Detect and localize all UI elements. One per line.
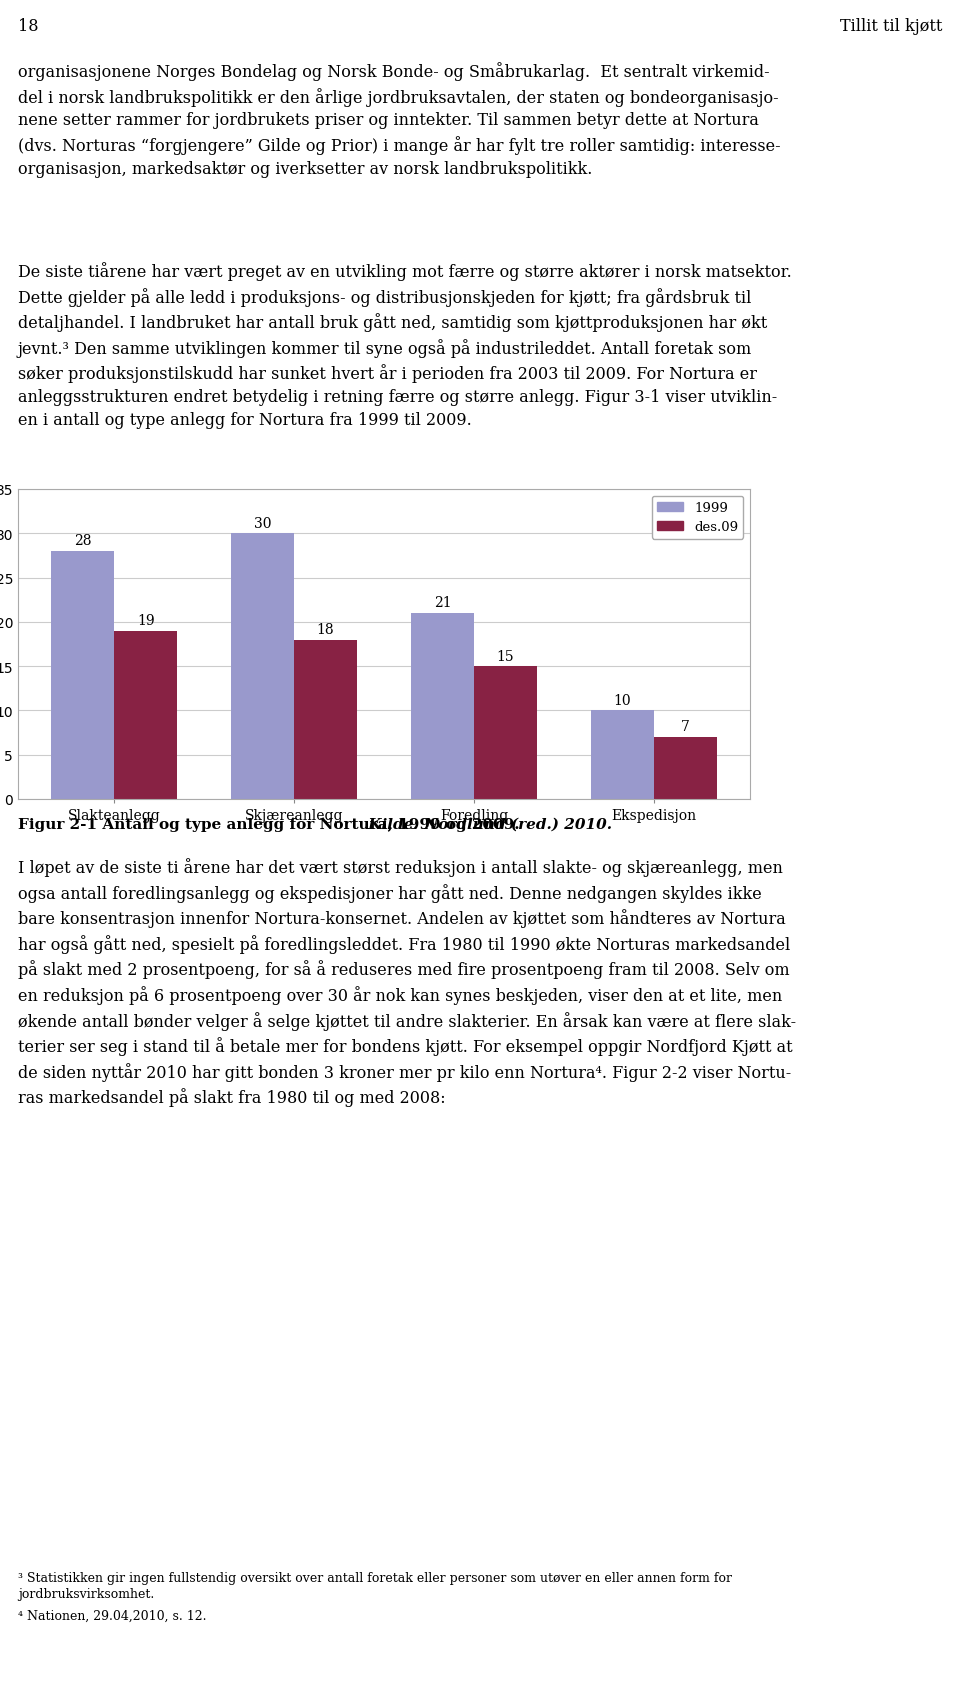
Text: 7: 7 [681,720,689,735]
Legend: 1999, des.09: 1999, des.09 [652,497,743,539]
Text: Kilde: Nordlund (red.) 2010.: Kilde: Nordlund (red.) 2010. [363,817,612,831]
Text: organisasjonene Norges Bondelag og Norsk Bonde- og Småbrukarlag.  Et sentralt vi: organisasjonene Norges Bondelag og Norsk… [18,62,780,177]
Text: ³ Statistikken gir ingen fullstendig oversikt over antall foretak eller personer: ³ Statistikken gir ingen fullstendig ove… [18,1571,732,1599]
Bar [411,613,474,799]
Text: De siste tiårene har vært preget av en utvikling mot færre og større aktører i n: De siste tiårene har vært preget av en u… [18,262,792,429]
Bar [114,632,178,799]
Bar [590,711,654,799]
Bar [474,667,537,799]
Text: 10: 10 [613,694,631,708]
Bar [51,552,114,799]
Text: I løpet av de siste ti årene har det vært størst reduksjon i antall slakte- og s: I løpet av de siste ti årene har det vær… [18,858,796,1106]
Text: 18: 18 [317,623,334,637]
Text: ⁴ Nationen, 29.04,2010, s. 12.: ⁴ Nationen, 29.04,2010, s. 12. [18,1610,206,1621]
Text: 18: 18 [18,19,38,35]
Text: 21: 21 [434,596,451,610]
Text: 28: 28 [74,534,91,549]
Text: Figur 2-1 Antall og type anlegg for Nortura, 1999 og 2009.: Figur 2-1 Antall og type anlegg for Nort… [18,817,519,831]
Text: 15: 15 [496,649,515,664]
Bar [294,640,357,799]
Text: Tillit til kjøtt: Tillit til kjøtt [840,19,942,35]
Text: 19: 19 [137,613,155,628]
Bar [231,534,294,799]
Bar [654,738,717,799]
Text: 30: 30 [253,517,272,530]
